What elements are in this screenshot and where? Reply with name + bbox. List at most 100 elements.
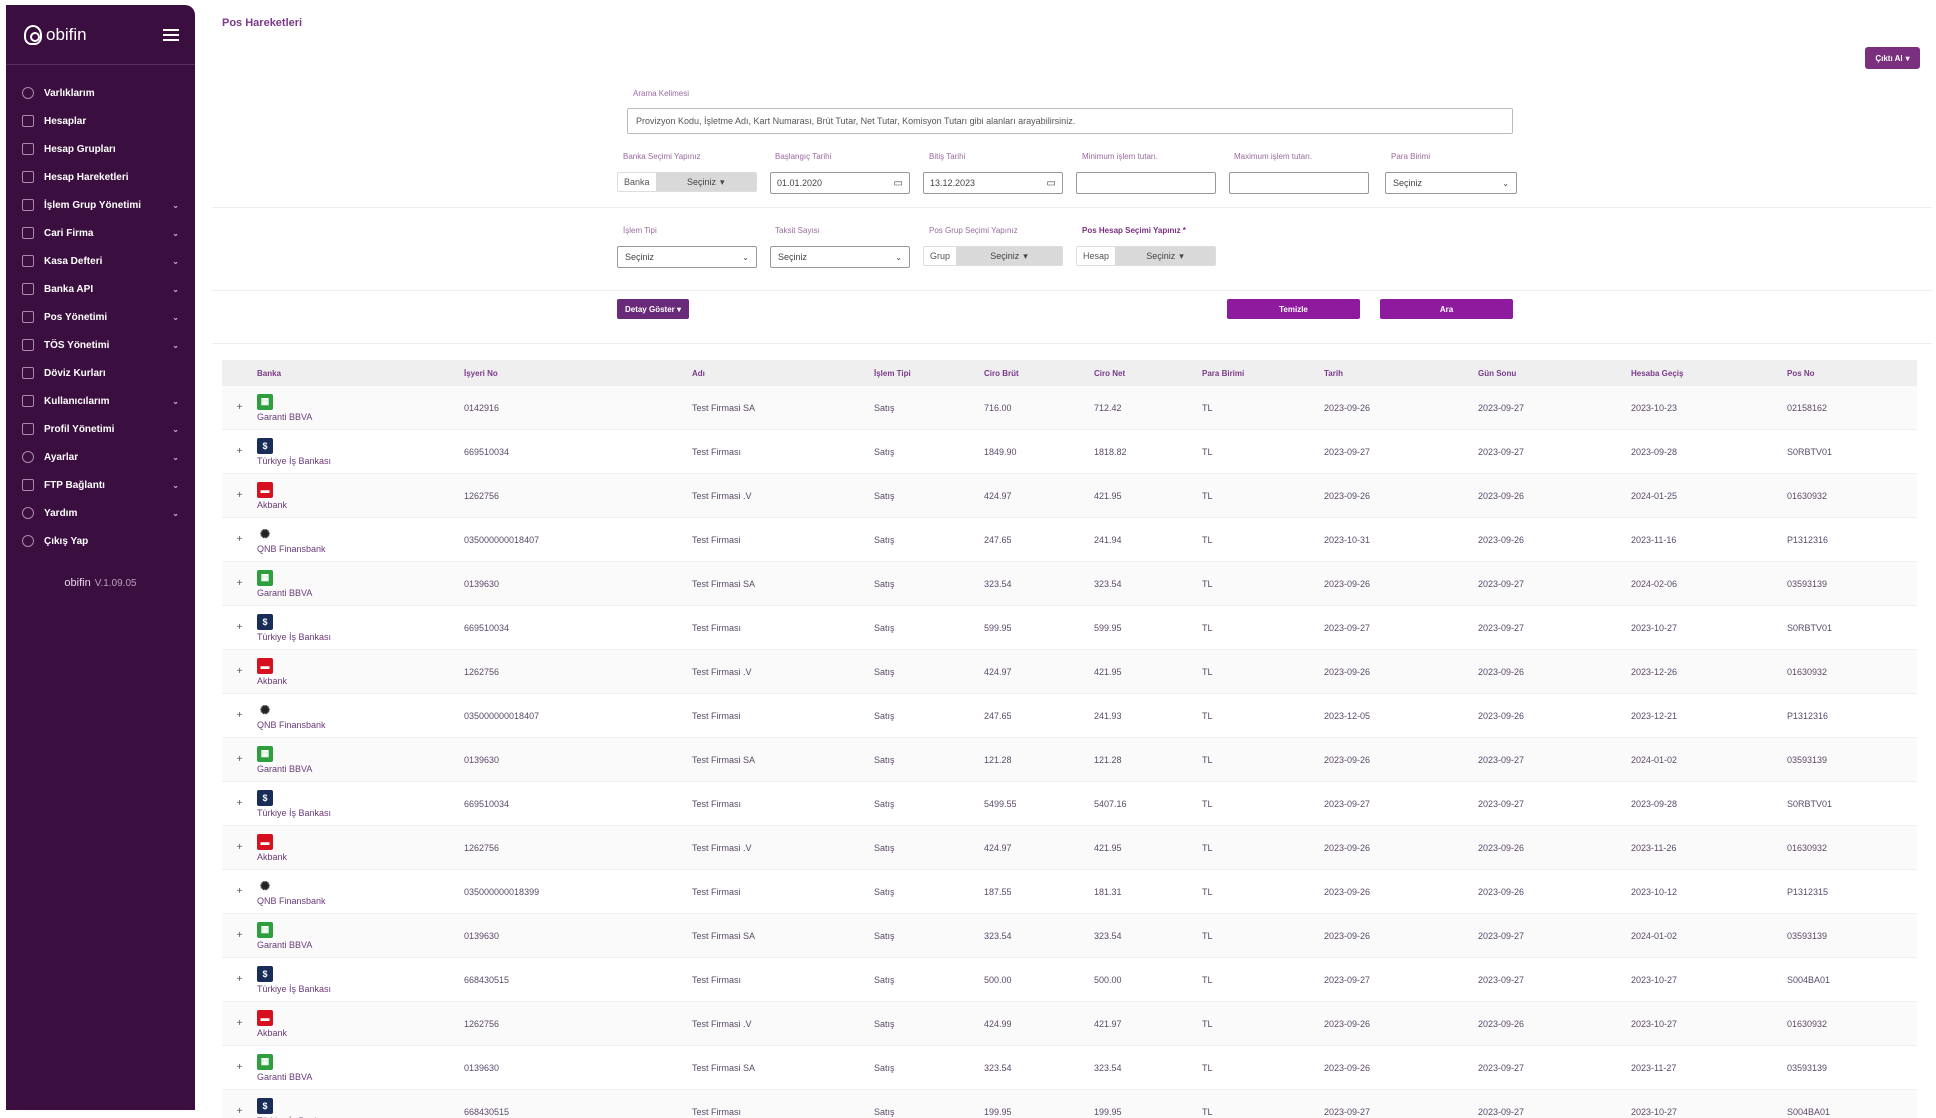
table-row[interactable]: + ▦ Garanti BBVA 0142916 Test Firmasi SA Satı… bbox=[222, 386, 1917, 430]
installment-select[interactable]: Seçiniz ⌄ bbox=[770, 246, 910, 268]
sidebar-item[interactable]: Döviz Kurları bbox=[6, 359, 195, 387]
sidebar-item[interactable]: Hesap Grupları bbox=[6, 135, 195, 163]
sidebar-item[interactable]: Hesap Hareketleri bbox=[6, 163, 195, 191]
column-header[interactable]: Tarih bbox=[1324, 368, 1343, 378]
expand-row-icon[interactable]: + bbox=[236, 666, 243, 677]
table-cell: 241.94 bbox=[1094, 534, 1122, 545]
end-date-field[interactable]: 13.12.2023 ▭ bbox=[923, 172, 1063, 194]
sidebar-item[interactable]: Pos Yönetimi ⌄ bbox=[6, 303, 195, 331]
column-header[interactable]: Gün Sonu bbox=[1478, 368, 1517, 378]
table-cell: 0139630 bbox=[464, 1062, 500, 1073]
pos-group-dropdown[interactable]: Seçiniz ▾ bbox=[956, 247, 1062, 265]
min-amount-input[interactable] bbox=[1076, 172, 1216, 194]
table-row[interactable]: + ✺ QNB Finansbank 035000000018399 Test Firm… bbox=[222, 870, 1917, 914]
pos-account-select[interactable]: Hesap Seçiniz ▾ bbox=[1076, 246, 1216, 266]
account-prefix: Hesap bbox=[1083, 251, 1110, 261]
table-row[interactable]: + ▦ Garanti BBVA 0139630 Test Firmasi SA Satı… bbox=[222, 738, 1917, 782]
export-button[interactable]: Çıktı Al ▾ bbox=[1865, 47, 1920, 69]
pos-account-value: Seçiniz bbox=[1146, 251, 1176, 261]
sidebar-item[interactable]: Ayarlar ⌄ bbox=[6, 443, 195, 471]
max-amount-input[interactable] bbox=[1229, 172, 1369, 194]
bank-cell: $Türkiye İş Bankası bbox=[257, 613, 464, 642]
column-header[interactable]: Banka bbox=[257, 368, 282, 378]
clear-button[interactable]: Temizle bbox=[1227, 299, 1360, 319]
search-button[interactable]: Ara bbox=[1380, 299, 1513, 319]
table-cell: TL bbox=[1202, 974, 1213, 985]
table-row[interactable]: + ▬ Akbank 1262756 Test Firmasi .V Satış 424.9… bbox=[222, 1002, 1917, 1046]
table-row[interactable]: + ✺ QNB Finansbank 035000000018407 Test Firm… bbox=[222, 518, 1917, 562]
expand-row-icon[interactable]: + bbox=[236, 798, 243, 809]
pos-account-dropdown[interactable]: Seçiniz ▾ bbox=[1115, 247, 1215, 265]
wifi-icon bbox=[22, 479, 34, 491]
sidebar-item[interactable]: Profil Yönetimi ⌄ bbox=[6, 415, 195, 443]
pos-group-select[interactable]: Grup Seçiniz ▾ bbox=[923, 246, 1063, 266]
currency-select[interactable]: Seçiniz ⌄ bbox=[1385, 172, 1517, 194]
column-header[interactable]: Ciro Net bbox=[1094, 368, 1126, 378]
hamburger-menu-icon[interactable] bbox=[163, 28, 179, 41]
table-row[interactable]: + ▬ Akbank 1262756 Test Firmasi .V Satış 424.9… bbox=[222, 650, 1917, 694]
sidebar-item[interactable]: FTP Bağlantı ⌄ bbox=[6, 471, 195, 499]
table-row[interactable]: + ▦ Garanti BBVA 0139630 Test Firmasi SA Satı… bbox=[222, 562, 1917, 606]
expand-row-icon[interactable]: + bbox=[236, 754, 243, 765]
expand-row-icon[interactable]: + bbox=[236, 974, 243, 985]
expand-row-icon[interactable]: + bbox=[236, 1018, 243, 1029]
table-cell: 0139630 bbox=[464, 578, 500, 589]
column-header[interactable]: Ciro Brüt bbox=[984, 368, 1019, 378]
expand-row-icon[interactable]: + bbox=[236, 930, 243, 941]
expand-row-icon[interactable]: + bbox=[236, 1062, 243, 1073]
isbank-logo-icon: $ bbox=[257, 613, 273, 630]
expand-row-icon[interactable]: + bbox=[236, 490, 243, 501]
column-header[interactable]: İşlem Tipi bbox=[874, 368, 911, 378]
column-header[interactable]: Hesaba Geçiş bbox=[1631, 368, 1684, 378]
search-input[interactable]: Provizyon Kodu, İşletme Adı, Kart Numara… bbox=[627, 108, 1513, 134]
table-row[interactable]: + ▦ Garanti BBVA 0139630 Test Firmasi SA Satı… bbox=[222, 914, 1917, 958]
column-header[interactable]: İşyeri No bbox=[464, 368, 498, 378]
expand-row-icon[interactable]: + bbox=[236, 446, 243, 457]
sidebar-item[interactable]: İşlem Grup Yönetimi ⌄ bbox=[6, 191, 195, 219]
sidebar-item[interactable]: Cari Firma ⌄ bbox=[6, 219, 195, 247]
column-header[interactable]: Adı bbox=[692, 368, 705, 378]
chevron-down-icon: ⌄ bbox=[172, 200, 179, 210]
caret-down-icon: ▾ bbox=[720, 176, 725, 187]
logo[interactable]: obifin bbox=[24, 24, 87, 45]
sidebar-item[interactable]: Kasa Defteri ⌄ bbox=[6, 247, 195, 275]
table-cell: TL bbox=[1202, 490, 1213, 501]
table-row[interactable]: + $ Türkiye İş Bankası 669510034 Test Firmas… bbox=[222, 430, 1917, 474]
expand-row-icon[interactable]: + bbox=[236, 534, 243, 545]
table-cell: 2023-09-26 bbox=[1478, 842, 1525, 853]
table-row[interactable]: + $ Türkiye İş Bankası 669510034 Test Firmas… bbox=[222, 782, 1917, 826]
table-cell: TL bbox=[1202, 1018, 1213, 1029]
sidebar-item[interactable]: TÖS Yönetimi ⌄ bbox=[6, 331, 195, 359]
start-date-field[interactable]: 01.01.2020 ▭ bbox=[770, 172, 910, 194]
expand-row-icon[interactable]: + bbox=[236, 622, 243, 633]
sidebar-item[interactable]: Hesaplar bbox=[6, 107, 195, 135]
expand-row-icon[interactable]: + bbox=[236, 402, 243, 413]
txn-type-select[interactable]: Seçiniz ⌄ bbox=[617, 246, 757, 268]
expand-row-icon[interactable]: + bbox=[236, 1106, 243, 1117]
table-row[interactable]: + ▬ Akbank 1262756 Test Firmasi .V Satış 424.9… bbox=[222, 826, 1917, 870]
sidebar-item[interactable]: Çıkış Yap bbox=[6, 527, 195, 555]
expand-row-icon[interactable]: + bbox=[236, 842, 243, 853]
calendar-icon[interactable]: ▭ bbox=[1046, 177, 1056, 189]
bank-dropdown[interactable]: Seçiniz ▾ bbox=[655, 173, 756, 191]
column-header[interactable]: Para Birimi bbox=[1202, 368, 1245, 378]
bank-select[interactable]: Banka Seçiniz ▾ bbox=[617, 172, 757, 192]
table-row[interactable]: + ▬ Akbank 1262756 Test Firmasi .V Satış 424.9… bbox=[222, 474, 1917, 518]
sidebar-item[interactable]: Kullanıcılarım ⌄ bbox=[6, 387, 195, 415]
calendar-icon[interactable]: ▭ bbox=[893, 177, 903, 189]
expand-row-icon[interactable]: + bbox=[236, 710, 243, 721]
detail-button[interactable]: Detay Göster ▾ bbox=[617, 299, 689, 319]
table-row[interactable]: + ✺ QNB Finansbank 035000000018407 Test Firm… bbox=[222, 694, 1917, 738]
sidebar-item[interactable]: Yardım ⌄ bbox=[6, 499, 195, 527]
expand-row-icon[interactable]: + bbox=[236, 886, 243, 897]
table-row[interactable]: + ▦ Garanti BBVA 0139630 Test Firmasi SA Satı… bbox=[222, 1046, 1917, 1090]
table-cell: P1312316 bbox=[1787, 534, 1829, 545]
column-header[interactable]: Pos No bbox=[1787, 368, 1815, 378]
table-cell: 2023-09-27 bbox=[1478, 402, 1525, 413]
sidebar-item[interactable]: Banka API ⌄ bbox=[6, 275, 195, 303]
table-row[interactable]: + $ Türkiye İş Bankası 669510034 Test Firmas… bbox=[222, 606, 1917, 650]
sidebar-item[interactable]: Varlıklarım bbox=[6, 79, 195, 107]
expand-row-icon[interactable]: + bbox=[236, 578, 243, 589]
